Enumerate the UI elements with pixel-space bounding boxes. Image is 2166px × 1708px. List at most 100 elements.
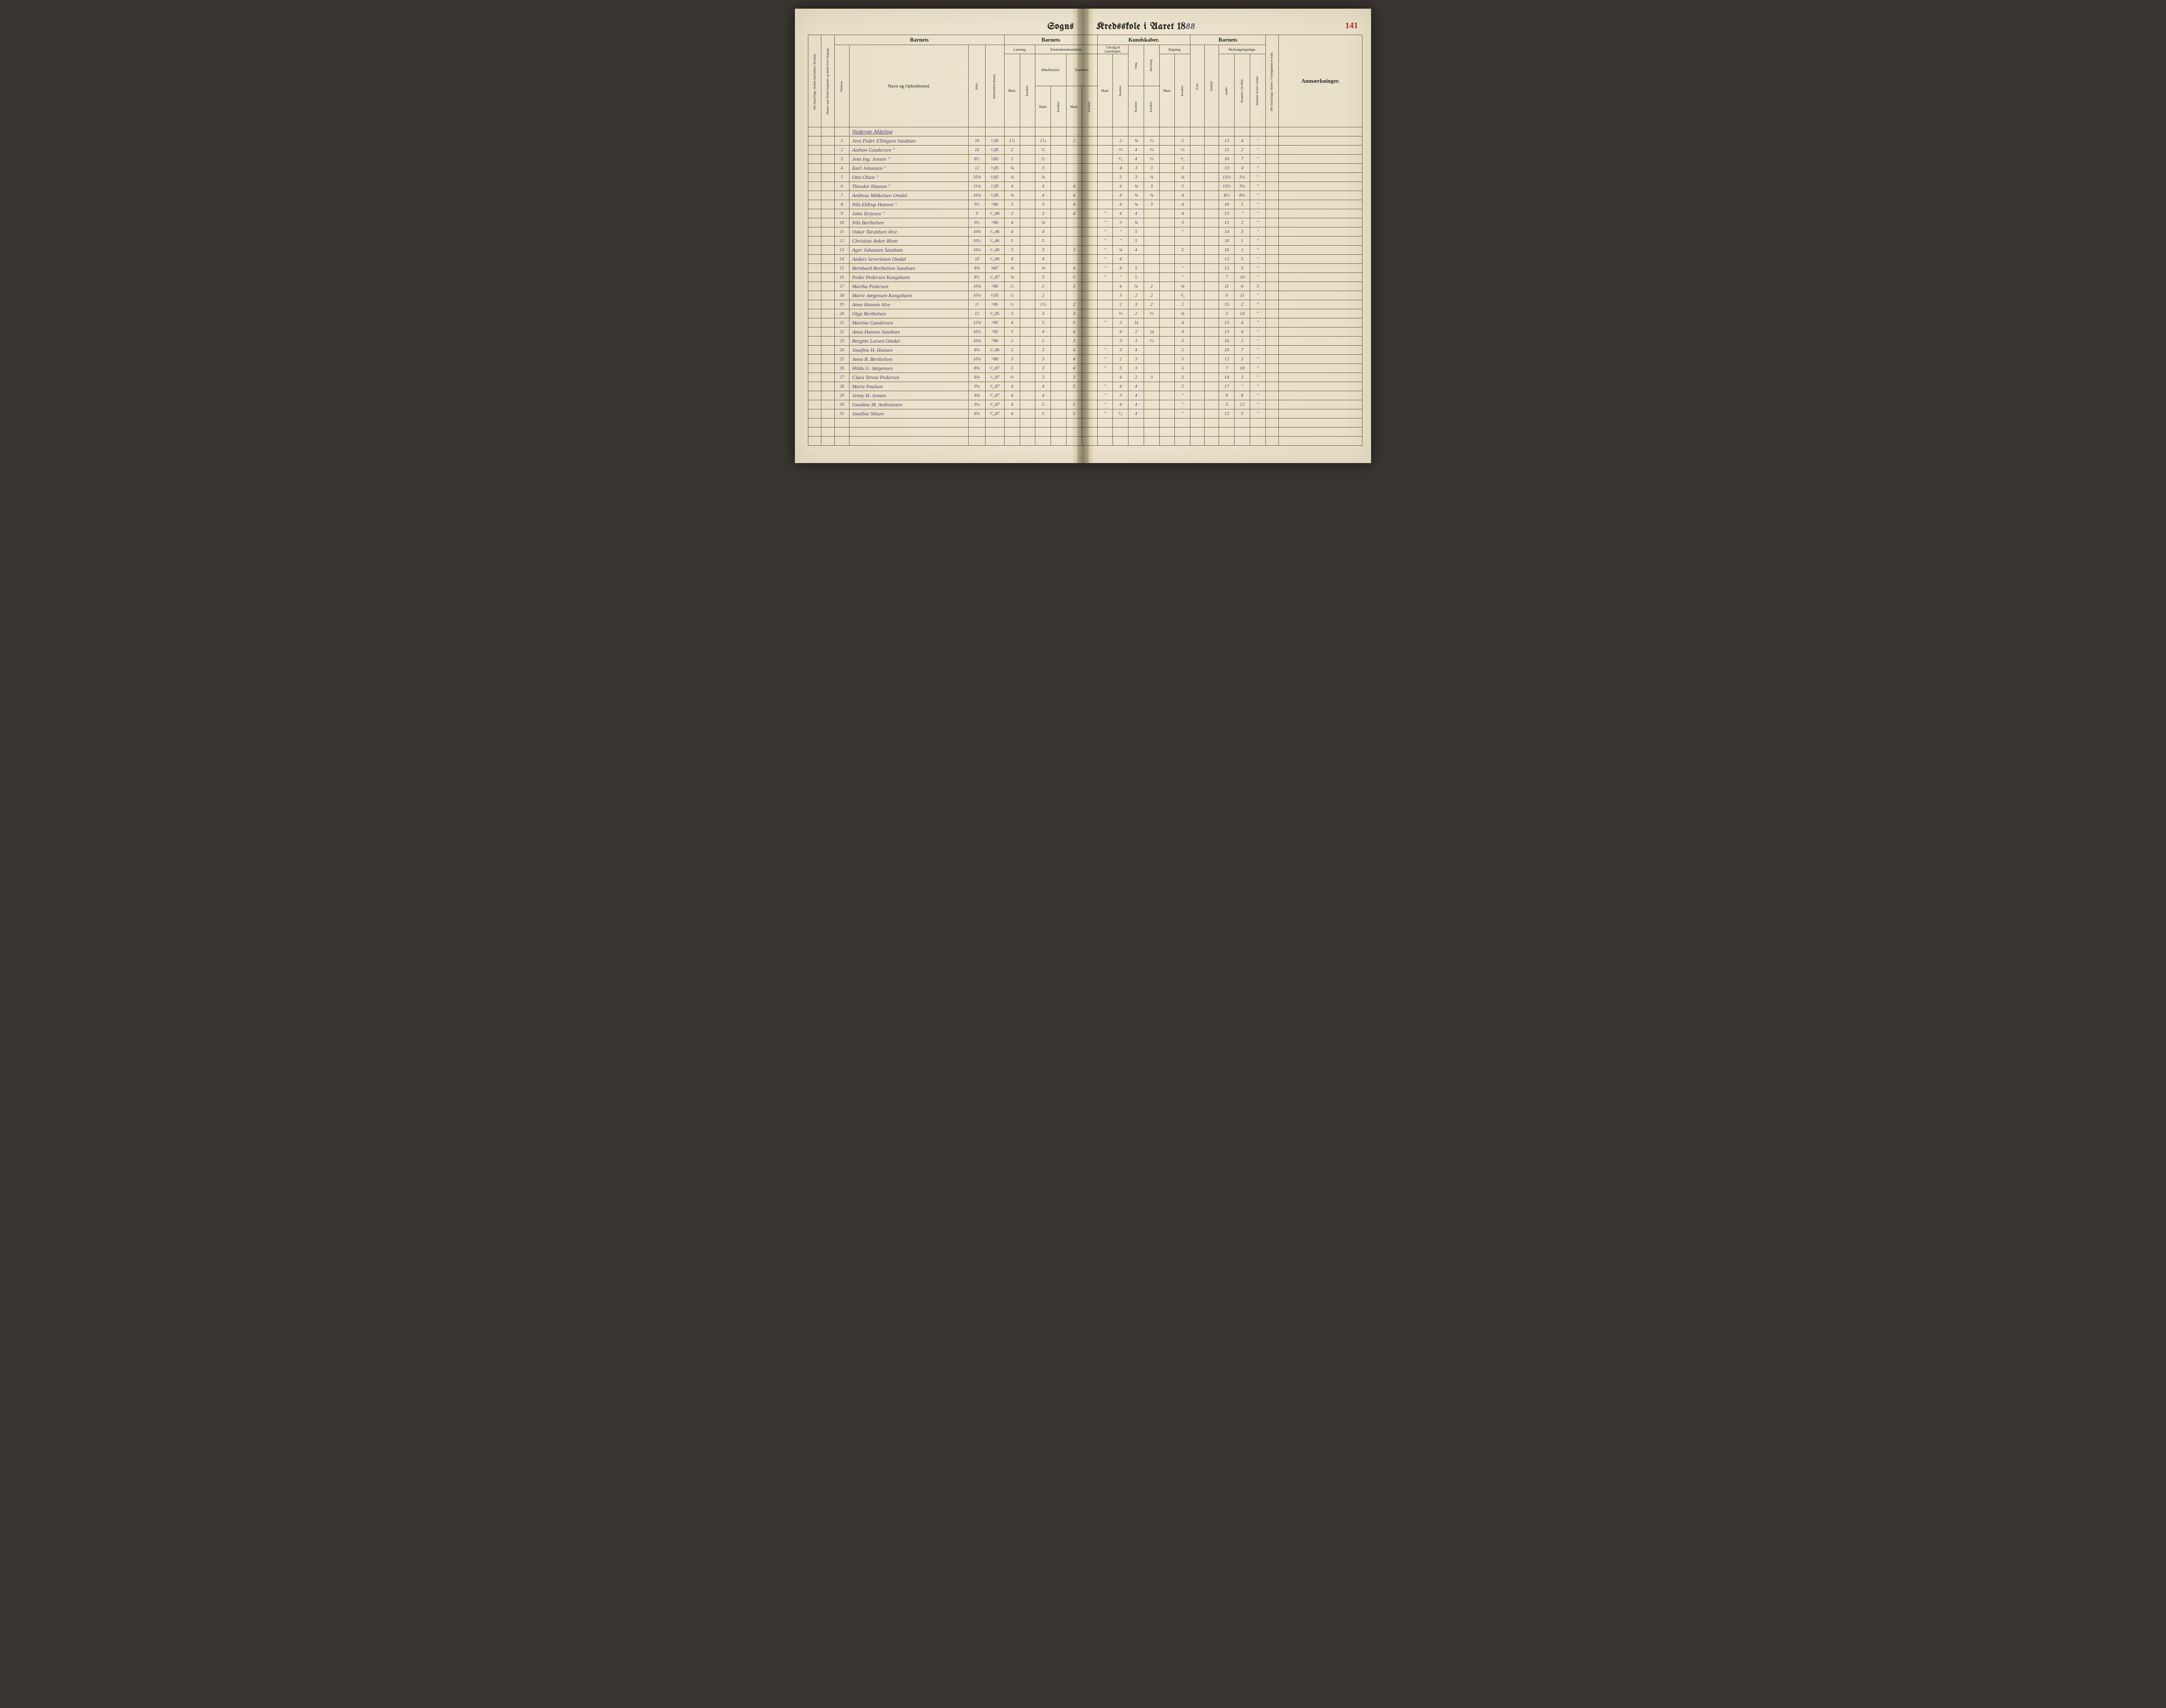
modte: 17: [1219, 382, 1235, 391]
forhold: [1205, 227, 1219, 237]
student-name: Karl Johansen ": [849, 164, 968, 173]
bible-kar: [1051, 237, 1067, 246]
ledger-spread: 141 Sogns Kredsskole i Aaret 1888 Det An…: [795, 9, 1371, 463]
table-row: 26Hilda G. Jørgensen8¾²⁄₁₁87334"335710": [808, 364, 1362, 373]
entry-date: ²⁄₁₁86: [985, 227, 1004, 237]
forhold: [1205, 155, 1219, 164]
col-forhold: Forhold: [1205, 45, 1219, 127]
reading-maal: 4: [1004, 382, 1020, 391]
age: 12: [969, 164, 986, 173]
bible-kar: [1051, 136, 1067, 146]
forsomte-lovl: ": [1250, 364, 1265, 373]
udvalg-kar: 3: [1113, 291, 1128, 300]
reading-kar: [1020, 246, 1035, 255]
forsomte-hele: 14: [1235, 309, 1250, 318]
regning-kar: ": [1175, 400, 1190, 409]
entry-date: ¹¹86: [985, 282, 1004, 291]
reading-maal: 4: [1004, 400, 1020, 409]
reading-maal: 4: [1004, 182, 1020, 191]
sang-kar: 2: [1128, 291, 1144, 300]
forhold: [1205, 200, 1219, 209]
bible-kar: [1051, 173, 1067, 182]
bible-kar: [1051, 409, 1067, 418]
reading-kar: [1020, 273, 1035, 282]
title-right: Kredsskole i Aaret 1888: [1096, 22, 1196, 32]
row-number: 13: [834, 246, 849, 255]
forsomte-hele: 2: [1235, 146, 1250, 155]
evne: [1190, 255, 1205, 264]
reading-kar: [1020, 200, 1035, 209]
troes-kar: [1082, 255, 1097, 264]
table-row: 31Josefine Nilsen8¾³⁄₁₁87455"⁵⁄₄4"125": [808, 409, 1362, 418]
skriv-kar: [1144, 227, 1159, 237]
reading-maal: 3: [1004, 309, 1020, 318]
udvalg-kar: 4: [1113, 400, 1128, 409]
forsomte-lovl: ": [1250, 155, 1265, 164]
group-barnets-3: Barnets: [1190, 35, 1265, 45]
table-header: Det Antal Dage, Skolen skal holdes i Kre…: [808, 35, 1362, 127]
table-row: 20Olga Berthelsen12³⁄₁₁85333⅔2⅔¾314": [808, 309, 1362, 318]
evne: [1190, 355, 1205, 364]
group-barnets-2: Barnets: [1004, 35, 1097, 45]
col-regning: Regning.: [1159, 45, 1190, 54]
forsomte-hele: 8: [1235, 391, 1250, 400]
udvalg-kar: ⁴⁄₃: [1113, 155, 1128, 164]
evne: [1190, 337, 1205, 346]
row-number: 22: [834, 327, 849, 337]
troes-maal: 3: [1067, 246, 1082, 255]
udvalg-maal: ": [1097, 355, 1113, 364]
entry-date: ¹¹85: [985, 318, 1004, 327]
bible-maal: 4: [1035, 391, 1051, 400]
skriv-kar: 3: [1144, 182, 1159, 191]
age: 12: [969, 309, 986, 318]
regning-maal: [1159, 182, 1175, 191]
col-troes: Troeslære.: [1067, 54, 1098, 86]
regning-maal: [1159, 164, 1175, 173]
row-number: 5: [834, 173, 849, 182]
age: 11: [969, 300, 986, 309]
table-row: 30Gundine M. Andreassen9¼³⁄₁₁87455"44"51…: [808, 400, 1362, 409]
bible-kar: [1051, 209, 1067, 218]
col-b-kar: Karakter: [1051, 86, 1067, 127]
forhold: [1205, 264, 1219, 273]
troes-maal: 2: [1067, 300, 1082, 309]
col-dage: Det Antal Dage, Skolen skal holdes i Kre…: [808, 35, 821, 127]
row-number: 21: [834, 318, 849, 327]
bible-kar: [1051, 155, 1067, 164]
troes-maal: [1067, 173, 1082, 182]
remarks: [1278, 191, 1362, 200]
sang-kar: ¾: [1128, 218, 1144, 227]
skriv-kar: 3: [1144, 200, 1159, 209]
udvalg-maal: [1097, 309, 1113, 318]
troes-maal: 3: [1067, 309, 1082, 318]
bible-maal: ¾: [1035, 264, 1051, 273]
regning-kar: ": [1175, 264, 1190, 273]
troes-kar: [1082, 400, 1097, 409]
forhold: [1205, 218, 1219, 227]
col-nummer: Nummer.: [834, 45, 849, 127]
regning-maal: [1159, 173, 1175, 182]
remarks: [1278, 364, 1362, 373]
regning-kar: ¾: [1175, 282, 1190, 291]
regning-kar: ": [1175, 227, 1190, 237]
troes-kar: [1082, 291, 1097, 300]
udvalg-kar: 4: [1113, 327, 1128, 337]
modte: 13: [1219, 327, 1235, 337]
regning-maal: [1159, 373, 1175, 382]
skriv-kar: ¾: [1144, 191, 1159, 200]
udvalg-kar: 3: [1113, 173, 1128, 182]
modte: 3: [1219, 309, 1235, 318]
reading-maal: 3: [1004, 200, 1020, 209]
modte: 16: [1219, 246, 1235, 255]
remarks: [1278, 291, 1362, 300]
row-number: 8: [834, 200, 849, 209]
sang-kar: 5: [1128, 273, 1144, 282]
forsomte-lovl: ": [1250, 182, 1265, 191]
udvalg-kar: 4: [1113, 264, 1128, 273]
skriv-kar: ⅔: [1144, 146, 1159, 155]
forsomte-lovl: ": [1250, 164, 1265, 173]
forsomte-hele: 4: [1235, 136, 1250, 146]
forsomte-lovl: ": [1250, 200, 1265, 209]
remarks: [1278, 346, 1362, 355]
row-number: 14: [834, 255, 849, 264]
